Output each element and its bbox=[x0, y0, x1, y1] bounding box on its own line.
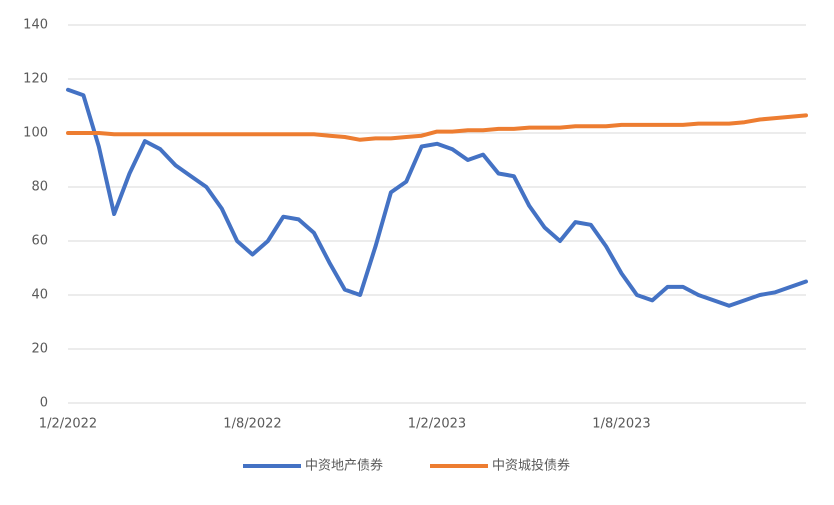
y-tick-label: 140 bbox=[23, 18, 48, 33]
legend-label: 中资地产债券 bbox=[305, 458, 383, 474]
y-tick-label: 0 bbox=[40, 396, 48, 411]
x-tick-label: 1/8/2022 bbox=[223, 417, 281, 432]
y-tick-label: 60 bbox=[31, 234, 48, 249]
x-tick-label: 1/2/2022 bbox=[39, 417, 97, 432]
y-tick-label: 20 bbox=[31, 342, 48, 357]
x-tick-label: 1/8/2023 bbox=[592, 417, 650, 432]
series-line bbox=[66, 87, 808, 308]
y-tick-label: 80 bbox=[31, 180, 48, 195]
x-tick-label: 1/2/2023 bbox=[408, 417, 466, 432]
legend-label: 中资城投债券 bbox=[492, 458, 570, 474]
series-line bbox=[66, 113, 808, 142]
y-tick-label: 120 bbox=[23, 72, 48, 87]
y-tick-label: 40 bbox=[31, 288, 48, 303]
y-tick-label: 100 bbox=[23, 126, 48, 141]
